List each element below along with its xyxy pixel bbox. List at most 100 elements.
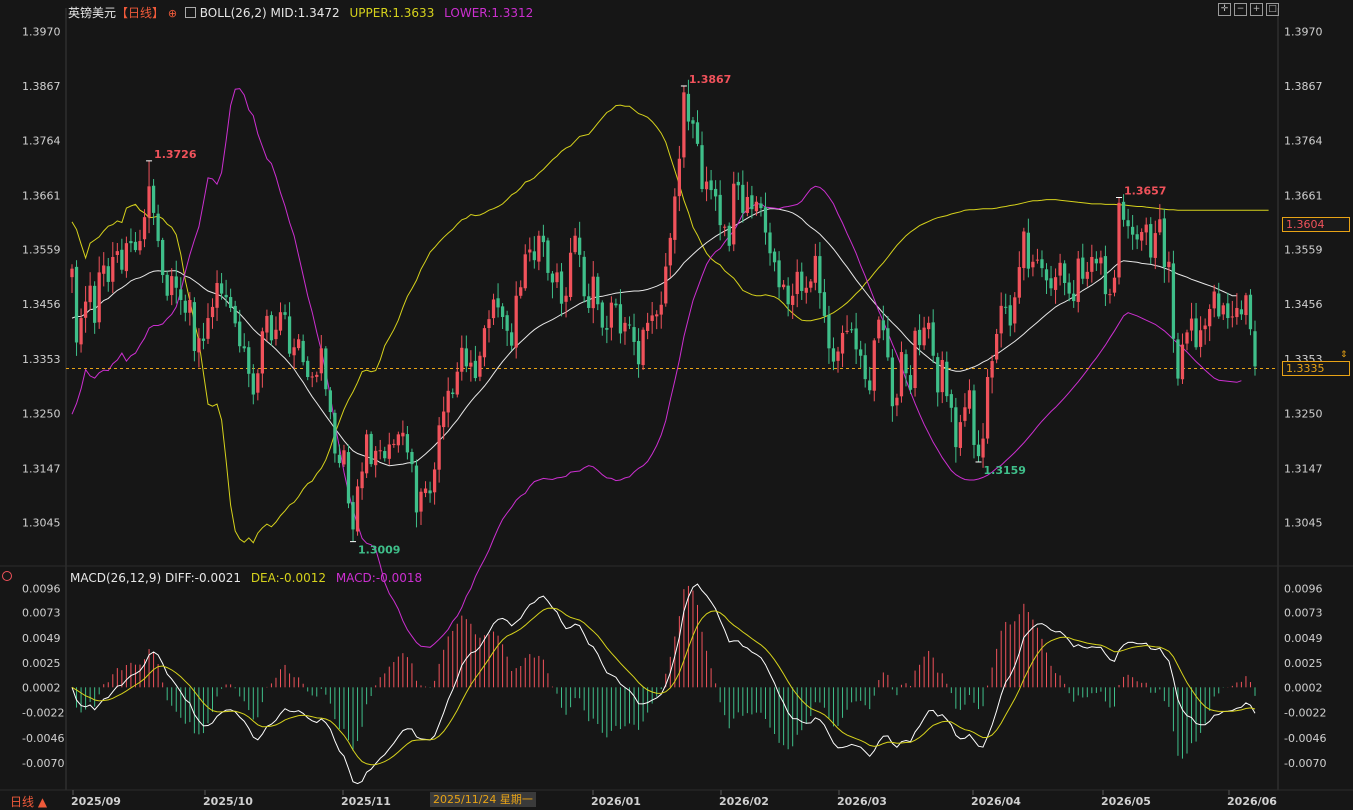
candle — [1140, 228, 1144, 251]
candle — [1185, 329, 1189, 351]
candle-body — [1004, 306, 1008, 308]
candle — [1248, 289, 1253, 336]
candle — [478, 351, 482, 382]
price-tick-left-3: 1.3661 — [22, 189, 61, 202]
candle — [831, 337, 836, 371]
candle — [999, 292, 1003, 348]
candle — [129, 228, 133, 253]
candle-body — [1044, 269, 1049, 281]
candle-body — [342, 450, 346, 465]
candle-body — [723, 226, 727, 228]
candle-body — [523, 254, 527, 289]
candle-body — [854, 328, 858, 350]
candle-body — [333, 412, 337, 454]
candle-body — [165, 274, 169, 296]
settings-gear-icon[interactable]: ⊕ — [167, 7, 178, 20]
macd-diff-value: DIFF:-0.0021 — [164, 571, 241, 585]
candle-body — [319, 348, 323, 374]
candle — [83, 286, 88, 333]
candle-body — [74, 266, 79, 343]
macd-tick-right-0: 0.0096 — [1284, 582, 1323, 595]
candle-body — [664, 266, 668, 304]
candle — [242, 333, 246, 353]
candle-body — [750, 195, 754, 210]
candle — [170, 268, 174, 306]
candle — [1180, 333, 1185, 384]
candlesticks[interactable] — [70, 79, 1257, 542]
candle-body — [618, 304, 623, 334]
candle — [632, 313, 636, 356]
candle-body — [482, 328, 487, 358]
candle-body — [1167, 261, 1171, 268]
price-tick-right-9: 1.3045 — [1284, 517, 1323, 530]
candle — [655, 310, 659, 330]
candle-body — [1108, 294, 1112, 296]
candle-body — [1022, 231, 1026, 269]
boll-upper-line — [71, 104, 1269, 544]
candle — [183, 294, 187, 322]
candle-body — [532, 251, 536, 261]
candle — [954, 397, 958, 463]
candle — [836, 346, 840, 373]
candle — [1167, 251, 1171, 283]
candle-body — [727, 225, 731, 246]
candle — [804, 276, 808, 304]
price-tick-right-0: 1.3970 — [1284, 25, 1323, 38]
zoom-in-icon[interactable]: + — [1250, 3, 1263, 16]
candle — [514, 281, 518, 359]
candle — [691, 116, 695, 139]
candle-body — [1126, 220, 1130, 227]
candle-body — [868, 380, 872, 391]
fullscreen-icon[interactable]: □ — [1266, 3, 1279, 16]
candle — [795, 259, 799, 308]
candle — [392, 439, 396, 448]
candle — [1121, 194, 1126, 227]
zoom-out-icon[interactable]: − — [1234, 3, 1247, 16]
candle — [809, 278, 813, 293]
candle-body — [79, 318, 83, 345]
candle — [981, 423, 985, 468]
candle — [1208, 304, 1212, 342]
candle — [1076, 250, 1080, 313]
candle-body — [514, 295, 518, 348]
candle-body — [269, 315, 274, 341]
candle — [133, 232, 138, 253]
candle — [936, 352, 940, 407]
macd-tick-right-6: -0.0046 — [1284, 732, 1326, 745]
candle-body — [451, 392, 455, 394]
candle-body — [1135, 234, 1139, 240]
date-axis: 2025/09 2025/10 2025/11 2026/01 2026/02 2026/… — [71, 790, 1277, 808]
candle-body — [877, 319, 881, 339]
candle — [364, 429, 369, 478]
candle-body — [646, 322, 650, 331]
candle-body — [519, 287, 523, 296]
macd-panel-toggle-icon[interactable] — [2, 571, 12, 581]
chart-type-icon[interactable] — [184, 7, 196, 18]
candle-body — [863, 355, 867, 380]
macd-panel[interactable]: 0.0096 0.0096 0.0073 0.0073 0.0049 0.0049 0.00… — [22, 582, 1326, 785]
macd-tick-left-5: -0.0022 — [22, 707, 64, 720]
candle-body — [1171, 263, 1176, 339]
candle — [464, 335, 468, 373]
candle-body — [695, 122, 700, 144]
candle-body — [247, 347, 251, 374]
crosshair-icon[interactable]: ✛ — [1218, 3, 1231, 16]
price-alert-arrow-icon[interactable]: ⇕ — [1340, 350, 1348, 360]
candle-body — [1121, 201, 1126, 220]
candle-body — [573, 235, 577, 253]
period-selector-button[interactable]: 日线 ▲ — [10, 795, 48, 809]
candle-body — [609, 302, 614, 328]
candle — [1085, 262, 1089, 287]
candle — [528, 237, 532, 262]
candle — [1049, 265, 1053, 296]
candle — [627, 316, 632, 330]
candle — [491, 293, 496, 325]
candle-body — [260, 331, 264, 374]
candle — [401, 420, 405, 446]
candle-body — [718, 194, 722, 226]
period-tag[interactable]: 【日线】 — [116, 6, 165, 20]
candle-body — [1017, 267, 1021, 298]
candle-body — [1130, 226, 1135, 235]
candle — [161, 237, 165, 283]
